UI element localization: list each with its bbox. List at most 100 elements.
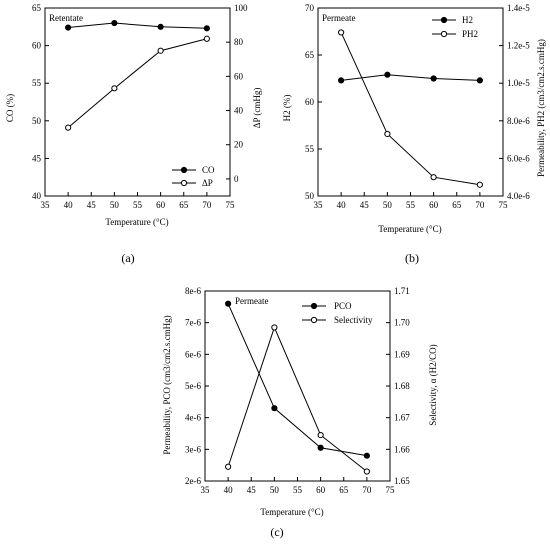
panel-a-y-left-tick-label-5: 65 — [32, 3, 42, 13]
panel-b-y-left-tick-label-1: 55 — [305, 144, 315, 154]
panel-b-legend: H2 PH2 — [432, 15, 478, 39]
panel-c-x-tick-label-60: 60 — [316, 485, 326, 495]
panel-b-x-tick-label-70: 70 — [475, 200, 485, 210]
panel-b-y-left-tick-label-0: 50 — [305, 191, 315, 201]
panel-b-caption: (b) — [405, 251, 419, 265]
panel-c-y-left-tick-label-0: 2e-6 — [185, 476, 201, 486]
panel-a-y-left-tick-label-2: 50 — [32, 116, 42, 126]
panel-b-y-left-label: H2 (%) — [282, 95, 292, 122]
panel-a-series-co-point-50 — [111, 19, 118, 27]
panel-c-x-tick-label-35: 35 — [201, 485, 211, 495]
panel-b-marks: 35 40 45 50 55 60 65 70 75 50 55 60 65 70 4.0e-6 6.0e-6… — [305, 3, 530, 210]
panel-b-x-tick-label-55: 55 — [406, 200, 416, 210]
panel-c-legend-sel-marker — [310, 316, 318, 324]
panel-b-y-right-label: Permeability, PH2 (cm3/cm2.s.cmHg) — [536, 39, 546, 177]
panel-a-marks: 35 40 45 50 55 60 65 70 754045505560650204060801… — [32, 3, 248, 210]
panel-b-y-right-tick-label-5: 1.4e-5 — [507, 3, 530, 13]
panel-b-y-right-tick-label-4: 1.2e-5 — [507, 41, 530, 51]
panel-c-y-right-tick-label-2: 1.67 — [394, 413, 410, 423]
panel-a-x-tick-label-55: 55 — [133, 200, 143, 210]
panel-c-series-pco-point-70 — [363, 452, 370, 459]
panel-c-series-selectivity-point-70 — [363, 468, 370, 475]
panel-c-x-tick-label-75: 75 — [386, 485, 396, 495]
panel-a-x-tick-label-50: 50 — [110, 200, 120, 210]
panel-c-x-axis-label: Temperature (°C) — [260, 507, 323, 517]
panel-a-x-tick-label-70: 70 — [202, 200, 212, 210]
panel-a-y-right-tick-label-5: 100 — [234, 3, 248, 13]
panel-a-chart: Retentate Temperature (°C) CO (%) ΔP (cm… — [5, 3, 262, 265]
panel-c-y-right-tick-label-1: 1.66 — [394, 444, 410, 454]
panel-b-series-h2-point-70 — [476, 77, 483, 84]
panel-a-x-tick-label-60: 60 — [156, 200, 166, 210]
panel-a-legend-dp: ΔP — [202, 178, 213, 188]
panel-b-x-tick-label-40: 40 — [337, 200, 347, 210]
panel-a-legend: CO ΔP — [172, 165, 215, 188]
panel-a-y-right-tick-label-3: 60 — [234, 71, 244, 81]
panel-c-y-left-tick-label-3: 5e-6 — [185, 381, 201, 391]
panel-b-y-right-tick-label-3: 1.0e-5 — [507, 78, 530, 88]
panel-b-series-ph2-point-70 — [476, 181, 483, 188]
panel-c-series-pco-point-60 — [317, 444, 324, 451]
panel-a-x-tick-label-75: 75 — [226, 200, 236, 210]
panel-b-x-tick-label-50: 50 — [383, 200, 393, 210]
panel-a-series-co-line — [68, 22, 207, 29]
panel-b-series-ph2-line — [340, 32, 480, 186]
panel-a-y-right-label: ΔP (cmHg) — [252, 88, 262, 129]
panel-a-series-co-point-60 — [157, 23, 164, 30]
panel-c-y-right-tick-label-4: 1.69 — [394, 349, 410, 359]
panel-a-inside-label: Retentate — [49, 13, 83, 23]
panel-c-x-tick-label-65: 65 — [339, 485, 349, 495]
panel-b-legend-h2: H2 — [462, 15, 473, 25]
panel-c-marks: 35 40 45 50 55 60 65 70 75 2e-6 3e-6 4e-6 5e-6 6e-6 7e… — [185, 286, 410, 495]
panel-c-y-left-tick-label-4: 6e-6 — [185, 349, 201, 359]
panel-b-series-ph2-point-60 — [430, 174, 437, 181]
panel-a-series--p-point-40 — [65, 124, 72, 131]
panel-b-inside-label: Permeate — [322, 13, 355, 23]
panel-c-x-tick-label-45: 45 — [247, 485, 257, 495]
panel-a-x-tick-label-35: 35 — [41, 200, 51, 210]
panel-c-y-left-tick-label-1: 3e-6 — [185, 444, 201, 454]
panel-a-y-left-tick-label-4: 60 — [32, 41, 42, 51]
panel-a-y-right-tick-label-1: 20 — [234, 140, 244, 150]
panel-b-legend-ph2: PH2 — [462, 29, 478, 39]
panel-a-y-right-tick-label-0: 0 — [234, 174, 239, 184]
panel-c-series-selectivity-line — [227, 326, 368, 472]
panel-b-y-right-tick-label-2: 8.0e-6 — [507, 116, 530, 126]
panel-c-x-tick-label-50: 50 — [270, 485, 280, 495]
panel-c-y-right-label: Selectivity, α (H2/CO) — [428, 344, 438, 425]
panel-a-y-left-tick-label-3: 55 — [32, 78, 42, 88]
panel-a-x-tick-label-40: 40 — [64, 200, 74, 210]
panel-b-series-ph2-point-50 — [384, 130, 391, 138]
panel-b-legend-ph2-marker — [440, 30, 448, 38]
panel-c-series-pco-point-40 — [225, 300, 232, 307]
panel-b-x-tick-label-65: 65 — [452, 200, 462, 210]
panel-b-y-left-tick-label-2: 60 — [305, 97, 315, 107]
panel-c-x-tick-label-55: 55 — [293, 485, 303, 495]
panel-a-legend-co-marker — [180, 166, 188, 174]
panel-a-y-left-label: CO (%) — [5, 94, 15, 122]
panel-b-legend-h2-marker — [440, 16, 448, 24]
panel-b-y-right-tick-label-0: 4.0e-6 — [507, 191, 530, 201]
panel-a-caption: (a) — [121, 251, 134, 265]
panel-c-series-selectivity-point-60 — [317, 431, 324, 439]
panel-c-y-right-tick-label-5: 1.70 — [394, 318, 410, 328]
panel-c-legend-sel: Selectivity — [334, 315, 373, 325]
panel-a-x-axis-label: Temperature (°C) — [105, 217, 168, 227]
panel-c-inside-label: Permeate — [235, 296, 268, 306]
panel-a-series--p-point-60 — [157, 47, 164, 54]
panel-a-series--p-line — [67, 38, 208, 129]
panel-c-y-left-tick-label-2: 4e-6 — [185, 413, 201, 423]
panel-b-series-h2-line — [341, 74, 480, 81]
panel-b-y-left-tick-label-3: 65 — [305, 50, 315, 60]
panel-b-x-tick-label-45: 45 — [360, 200, 370, 210]
panel-a-series-co-point-40 — [65, 24, 72, 31]
panel-c-legend-pco-marker — [310, 302, 318, 310]
panel-c-legend-pco: PCO — [334, 301, 352, 311]
panel-c-chart: Permeate Temperature (°C) Permeability, … — [162, 286, 438, 539]
panel-a-x-tick-label-45: 45 — [87, 200, 97, 210]
panel-a-y-left-tick-label-1: 45 — [32, 153, 42, 163]
panel-c-y-right-tick-label-0: 1.65 — [394, 476, 410, 486]
panel-c-x-tick-label-70: 70 — [362, 485, 372, 495]
panel-c-caption: (c) — [270, 525, 283, 539]
